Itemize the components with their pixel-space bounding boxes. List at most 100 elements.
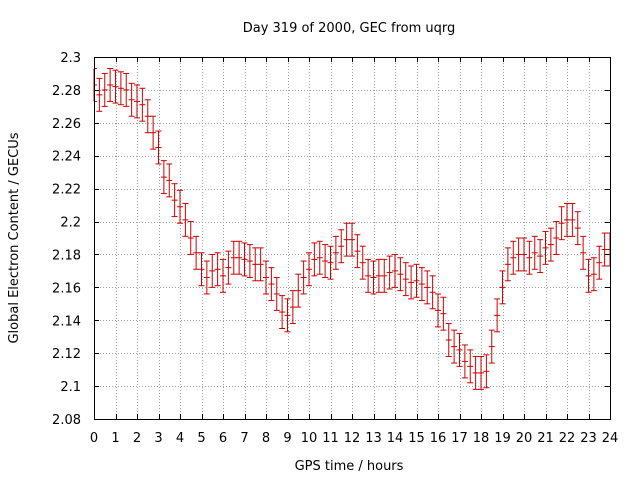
data-point <box>558 206 565 241</box>
data-point <box>370 260 377 295</box>
x-tick-label: 2 <box>133 431 141 446</box>
data-point <box>182 202 189 237</box>
x-tick-label: 17 <box>451 431 468 446</box>
data-point <box>306 252 312 287</box>
data-point <box>220 258 226 293</box>
data-point <box>569 202 576 237</box>
data-point <box>483 354 490 389</box>
plot-frame <box>94 57 611 420</box>
y-tick-label: 2.18 <box>52 248 81 263</box>
x-tick-label: 5 <box>197 431 205 446</box>
y-tick-label: 2.14 <box>52 314 81 329</box>
x-tick-label: 14 <box>387 431 404 446</box>
data-point <box>365 258 372 293</box>
y-tick-label: 2.26 <box>52 117 81 132</box>
data-point <box>531 235 538 270</box>
data-point <box>601 232 608 267</box>
data-point <box>440 296 447 331</box>
data-point <box>193 235 200 270</box>
data-point <box>435 293 441 328</box>
data-point <box>574 211 581 246</box>
x-tick-label: 8 <box>262 431 270 446</box>
x-tick-label: 19 <box>494 431 511 446</box>
data-point <box>408 265 415 300</box>
y-tick-label: 2.16 <box>52 281 81 296</box>
data-point <box>386 255 393 290</box>
y-tick-label: 2.22 <box>52 183 81 198</box>
data-point <box>214 252 221 287</box>
data-point <box>117 71 124 106</box>
data-point <box>198 252 205 287</box>
data-point <box>101 72 108 107</box>
x-tick-label: 10 <box>301 431 318 446</box>
data-point <box>295 273 302 308</box>
y-tick-label: 2.2 <box>60 216 81 231</box>
data-point <box>375 258 382 293</box>
x-tick-label: 9 <box>283 431 291 446</box>
data-point <box>209 253 216 288</box>
error-bars <box>93 68 611 390</box>
x-tick-label: 11 <box>322 431 339 446</box>
data-point <box>478 355 484 390</box>
grid <box>94 57 610 419</box>
x-tick-label: 6 <box>219 431 227 446</box>
y-tick-label: 2.24 <box>52 150 81 165</box>
data-point <box>338 229 345 264</box>
x-tick-labels: 0 1 2 3 4 5 6 7 8 9 10 11 12 13 14 15 16 17 18 19 20 21 22 23 24 <box>90 431 618 446</box>
x-tick-label: 22 <box>559 431 576 446</box>
data-point <box>515 237 522 272</box>
data-point <box>564 202 570 237</box>
data-point <box>596 245 603 280</box>
data-point <box>246 244 253 278</box>
y-tick-label: 2.1 <box>60 380 81 395</box>
x-tick-label: 4 <box>176 431 184 446</box>
chart-title: Day 319 of 2000, GEC from uqrg <box>243 21 456 36</box>
x-axis-title: GPS time / hours <box>295 459 404 474</box>
data-point <box>230 240 237 275</box>
data-point <box>327 245 334 280</box>
data-point <box>268 267 275 302</box>
x-tick-label: 24 <box>602 431 619 446</box>
data-point <box>316 240 323 275</box>
data-point <box>128 82 135 117</box>
data-point <box>413 263 420 298</box>
data-point <box>521 237 527 272</box>
x-tick-label: 18 <box>473 431 490 446</box>
x-tick-label: 21 <box>537 431 554 446</box>
data-point <box>504 247 511 282</box>
data-point <box>467 349 474 384</box>
data-point <box>590 257 597 292</box>
data-point <box>112 69 119 104</box>
data-point <box>354 234 361 269</box>
data-point <box>392 253 398 288</box>
data-point <box>451 329 458 364</box>
y-tick-label: 2.3 <box>60 51 81 66</box>
x-tick-label: 0 <box>90 431 98 446</box>
y-tick-labels: 2.08 2.1 2.12 2.14 2.16 2.18 2.2 2.22 2.24 2.26 2.… <box>52 51 81 428</box>
data-point <box>580 235 587 270</box>
data-point <box>322 244 329 278</box>
data-point <box>343 222 350 257</box>
x-tick-label: 12 <box>344 431 361 446</box>
data-point <box>488 329 495 364</box>
data-point <box>510 240 517 275</box>
data-point <box>445 323 452 357</box>
data-point <box>284 298 291 333</box>
y-tick-label: 2.08 <box>52 413 81 428</box>
x-tick-label: 13 <box>365 431 382 446</box>
data-point <box>526 240 533 275</box>
data-point <box>397 257 404 292</box>
data-point <box>96 77 103 112</box>
data-point <box>134 84 140 119</box>
data-point <box>273 276 280 311</box>
x-tick-label: 15 <box>408 431 425 446</box>
data-point <box>241 242 248 277</box>
data-point <box>418 267 425 302</box>
x-tick-label: 7 <box>240 431 248 446</box>
data-point <box>402 262 409 297</box>
data-point <box>107 68 114 102</box>
data-point <box>171 183 178 218</box>
data-point <box>424 270 431 305</box>
data-point <box>349 222 355 257</box>
y-tick-label: 2.12 <box>52 347 81 362</box>
